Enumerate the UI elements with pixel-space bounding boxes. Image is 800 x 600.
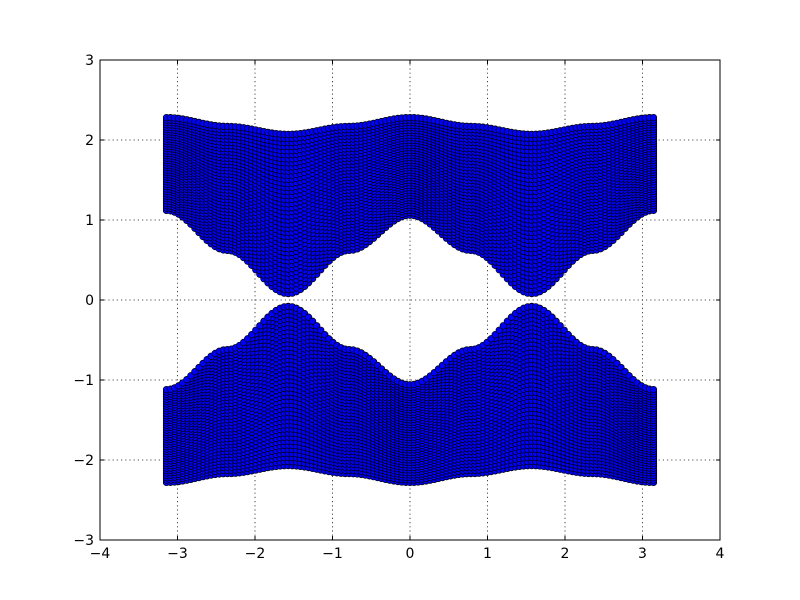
band-upper (162, 113, 658, 298)
data-point (649, 113, 658, 122)
data-points (162, 113, 658, 487)
